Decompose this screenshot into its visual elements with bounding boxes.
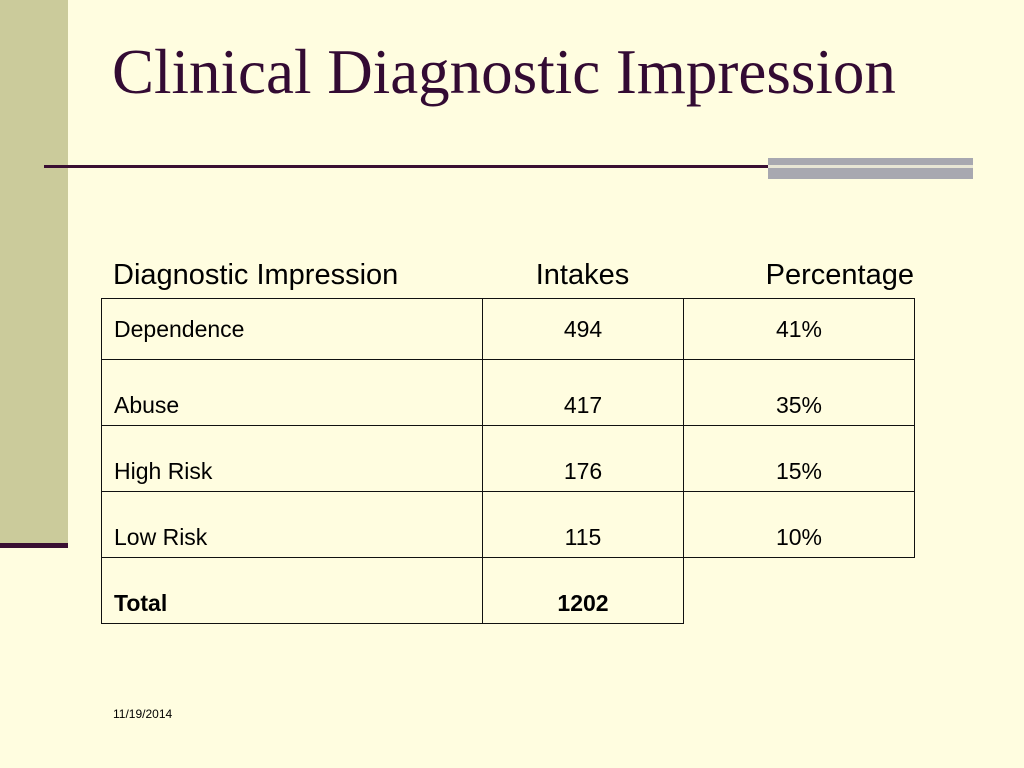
table-row: Abuse 417 35% xyxy=(101,359,915,426)
row-percentage: 41% xyxy=(683,298,915,360)
footer-date: 11/19/2014 xyxy=(113,707,173,721)
total-intakes: 1202 xyxy=(482,557,684,624)
table-row: Low Risk 115 10% xyxy=(101,491,915,558)
title-divider xyxy=(44,165,768,168)
header-percentage: Percentage xyxy=(765,259,914,291)
row-intakes: 115 xyxy=(482,491,684,558)
table-row: High Risk 176 15% xyxy=(101,425,915,492)
header-intakes: Intakes xyxy=(535,259,630,291)
slide-title: Clinical Diagnostic Impression xyxy=(112,37,896,107)
row-percentage: 35% xyxy=(683,359,915,426)
side-decor-rule xyxy=(0,543,68,548)
diagnostic-table: Dependence 494 41% Abuse 417 35% High Ri… xyxy=(101,298,915,624)
total-label: Total xyxy=(101,557,483,624)
table-total-row: Total 1202 xyxy=(101,557,915,624)
row-intakes: 417 xyxy=(482,359,684,426)
row-intakes: 176 xyxy=(482,425,684,492)
row-label: Dependence xyxy=(101,298,483,360)
row-percentage: 10% xyxy=(683,491,915,558)
row-label: Abuse xyxy=(101,359,483,426)
title-divider-accent xyxy=(768,158,973,179)
row-intakes: 494 xyxy=(482,298,684,360)
total-empty-cell xyxy=(684,558,915,624)
row-label: High Risk xyxy=(101,425,483,492)
side-decor-bar xyxy=(0,0,68,545)
table-row: Dependence 494 41% xyxy=(101,298,915,360)
row-percentage: 15% xyxy=(683,425,915,492)
row-label: Low Risk xyxy=(101,491,483,558)
header-diagnostic-impression: Diagnostic Impression xyxy=(113,259,399,291)
